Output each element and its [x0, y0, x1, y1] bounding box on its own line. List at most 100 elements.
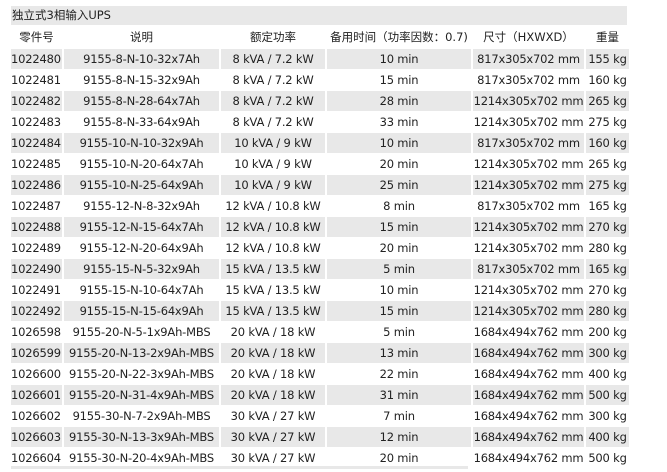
cell-dimensions: 817x305x702 mm	[477, 199, 580, 213]
cell-part-number: 1022492	[11, 301, 62, 321]
cell-description: 9155-10-N-10-32x9Ah	[64, 133, 219, 153]
cell-part-number: 1022485	[11, 157, 61, 171]
cell-backup-time: 12 min	[327, 427, 471, 447]
cell-weight: 275 kg	[586, 175, 629, 195]
cell-weight: 165 kg	[586, 259, 629, 279]
cell-backup-time: 33 min	[379, 115, 419, 129]
cell-dimensions: 1214x305x702 mm	[473, 301, 584, 321]
cell-weight: 300 kg	[588, 409, 627, 423]
table-row: 1022490 9155-15-N-5-32x9Ah 15 kVA / 13.5 k…	[11, 259, 629, 279]
cell-dimensions: 1684x494x762 mm	[473, 343, 584, 363]
cell-description: 9155-8-N-10-32x7Ah	[64, 49, 219, 69]
cell-rated-power: 8 kVA / 7.2 kW	[221, 49, 325, 69]
cell-part-number: 1022486	[11, 175, 62, 195]
cell-dimensions: 1684x494x762 mm	[473, 367, 584, 381]
cell-weight: 265 kg	[586, 91, 629, 111]
cell-rated-power: 8 kVA / 7.2 kW	[221, 91, 325, 111]
table-row: 1026600 9155-20-N-22-3x9Ah-MBS 20 kVA / 18…	[11, 364, 629, 384]
table-row: 1022491 9155-15-N-10-64x7Ah 15 kVA / 13.5 …	[11, 280, 629, 300]
cell-part-number: 1026599	[11, 343, 62, 363]
cell-dimensions: 1684x494x762 mm	[473, 451, 584, 465]
cell-dimensions: 1684x494x762 mm	[473, 385, 584, 405]
cell-part-number: 1022487	[11, 199, 61, 213]
table-row: 1022488 9155-12-N-15-64x7Ah 12 kVA / 10.8 …	[11, 217, 629, 237]
cell-backup-time: 5 min	[327, 259, 471, 279]
cell-description: 9155-12-N-15-64x7Ah	[64, 217, 219, 237]
table-row: 1026602 9155-30-N-7-2x9Ah-MBS 30 kVA / 27 …	[11, 406, 629, 426]
cell-weight: 500 kg	[586, 385, 629, 405]
cell-dimensions: 1214x305x702 mm	[473, 217, 584, 237]
header-backup-time: 备用时间（功率因数：0.7)	[330, 30, 468, 44]
header-weight: 重量	[596, 30, 619, 44]
cell-part-number: 1022490	[11, 259, 62, 279]
header-dimensions: 尺寸（HXWXD）	[483, 30, 574, 44]
cell-part-number: 1022482	[11, 91, 62, 111]
cell-description: 9155-30-N-7-2x9Ah-MBS	[72, 409, 211, 423]
table-row: 1026598 9155-20-N-5-1x9Ah-MBS 20 kVA / 18 …	[11, 322, 629, 342]
cell-rated-power: 12 kVA / 10.8 kW	[221, 217, 325, 237]
cell-weight: 400 kg	[588, 367, 627, 381]
cell-part-number: 1022480	[11, 49, 62, 69]
cell-part-number: 1026602	[11, 409, 61, 423]
cell-dimensions: 1214x305x702 mm	[473, 115, 584, 129]
header-part-number: 零件号	[19, 30, 54, 44]
cell-part-number: 1022488	[11, 217, 62, 237]
cell-backup-time: 20 min	[379, 451, 419, 465]
cell-description: 9155-30-N-13-3x9Ah-MBS	[64, 427, 219, 447]
table-row: 1026604 9155-30-N-20-4x9Ah-MBS 30 kVA / 27…	[11, 448, 629, 468]
cell-rated-power: 20 kVA / 18 kW	[221, 385, 325, 405]
cell-rated-power: 20 kVA / 18 kW	[230, 325, 316, 339]
cell-weight: 275 kg	[588, 115, 627, 129]
cell-part-number: 1026598	[11, 325, 61, 339]
cell-rated-power: 10 kVA / 9 kW	[221, 175, 325, 195]
cell-description: 9155-20-N-13-2x9Ah-MBS	[64, 343, 219, 363]
table-row: 1022489 9155-12-N-20-64x9Ah 12 kVA / 10.8 …	[11, 238, 629, 258]
table-row: 1026599 9155-20-N-13-2x9Ah-MBS 20 kVA / 18…	[11, 343, 629, 363]
ups-spec-table: 零件号 说明 额定功率 备用时间（功率因数：0.7) 尺寸（HXWXD） 重量 …	[9, 25, 631, 469]
cell-rated-power: 20 kVA / 18 kW	[221, 343, 325, 363]
table-row: 1022492 9155-15-N-15-64x9Ah 15 kVA / 13.5 …	[11, 301, 629, 321]
cell-weight: 265 kg	[588, 157, 627, 171]
cell-rated-power: 10 kVA / 9 kW	[221, 133, 325, 153]
cell-backup-time: 8 min	[383, 199, 415, 213]
table-row: 1022481 9155-8-N-15-32x9Ah 8 kVA / 7.2 kW 1…	[11, 70, 629, 90]
cell-backup-time: 7 min	[383, 409, 415, 423]
cell-part-number: 1022483	[11, 115, 61, 129]
table-row: 1026601 9155-20-N-31-4x9Ah-MBS 20 kVA / 18…	[11, 385, 629, 405]
cell-description: 9155-30-N-20-4x9Ah-MBS	[69, 451, 214, 465]
cell-description: 9155-12-N-8-32x9Ah	[83, 199, 200, 213]
cell-description: 9155-8-N-28-64x7Ah	[64, 91, 219, 111]
cell-backup-time: 22 min	[379, 367, 419, 381]
table-bottom-bar	[11, 466, 468, 469]
cell-rated-power: 12 kVA / 10.8 kW	[225, 199, 321, 213]
cell-rated-power: 30 kVA / 27 kW	[221, 427, 325, 447]
cell-description: 9155-20-N-5-1x9Ah-MBS	[72, 325, 211, 339]
cell-weight: 155 kg	[586, 49, 629, 69]
cell-weight: 160 kg	[588, 73, 627, 87]
cell-rated-power: 20 kVA / 18 kW	[230, 367, 316, 381]
cell-rated-power: 15 kVA / 13.5 kW	[221, 259, 325, 279]
cell-dimensions: 817x305x702 mm	[477, 73, 580, 87]
cell-rated-power: 15 kVA / 13.5 kW	[221, 301, 325, 321]
table-row: 1022485 9155-10-N-20-64x7Ah 10 kVA / 9 kW 2…	[11, 154, 629, 174]
cell-backup-time: 10 min	[327, 133, 471, 153]
cell-weight: 165 kg	[588, 199, 627, 213]
cell-weight: 280 kg	[588, 241, 627, 255]
cell-backup-time: 5 min	[383, 325, 415, 339]
cell-dimensions: 1684x494x762 mm	[473, 427, 584, 447]
cell-backup-time: 15 min	[379, 73, 419, 87]
cell-backup-time: 31 min	[327, 385, 471, 405]
cell-part-number: 1022491	[11, 283, 61, 297]
cell-weight: 300 kg	[586, 343, 629, 363]
header-row: 零件号 说明 额定功率 备用时间（功率因数：0.7) 尺寸（HXWXD） 重量	[11, 26, 629, 48]
cell-backup-time: 20 min	[379, 241, 419, 255]
table-title: 独立式3相输入UPS	[11, 6, 627, 25]
cell-dimensions: 1684x494x762 mm	[473, 325, 584, 339]
cell-backup-time: 28 min	[327, 91, 471, 111]
cell-part-number: 1026604	[11, 451, 61, 465]
table-row: 1022480 9155-8-N-10-32x7Ah 8 kVA / 7.2 kW 1…	[11, 49, 629, 69]
cell-dimensions: 1214x305x702 mm	[473, 175, 584, 195]
cell-dimensions: 1214x305x702 mm	[473, 241, 584, 255]
cell-description: 9155-8-N-15-32x9Ah	[83, 73, 200, 87]
cell-description: 9155-15-N-10-64x7Ah	[79, 283, 204, 297]
